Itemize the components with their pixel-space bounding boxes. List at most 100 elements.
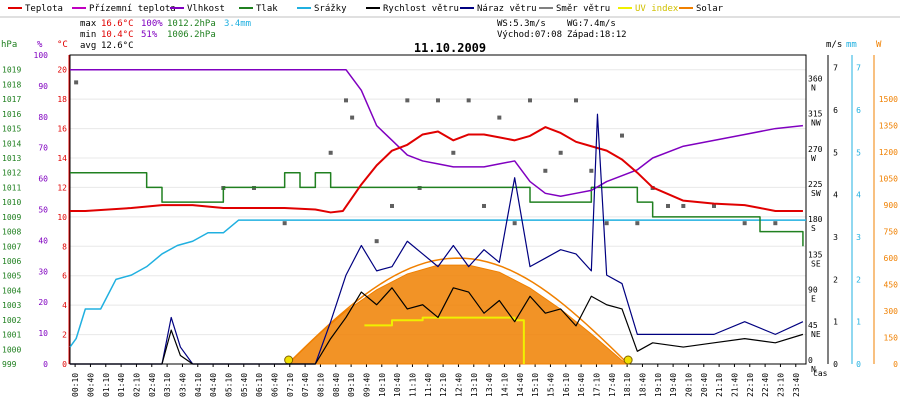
w-tick-label: 450 [884,281,899,290]
celsius-tick-label: 0 [62,360,67,369]
time-tick-label: 12:10 [439,373,448,397]
time-tick-label: 02:40 [148,373,157,397]
stat-avg-label: avg [80,41,96,51]
solar-theoretical-curve [287,257,626,365]
wind-direction-point [681,203,686,208]
time-tick-label: 18:40 [638,373,647,397]
time-tick-label: 08:10 [316,373,325,397]
series-teplota [70,126,803,214]
pct-tick-label: 60 [38,175,48,184]
time-tick-label: 22:40 [761,373,770,397]
hpa-tick-label: 1017 [2,95,21,104]
time-tick-label: 10:40 [393,373,402,397]
series-solar [286,264,631,365]
legend: Teplota Přízemní teplota Vlhkost Tlak Srážky… [0,4,900,18]
direction-tick-label: 90 [808,286,818,295]
direction-name-label: N [811,365,816,374]
wind-direction-point [451,150,456,155]
hpa-tick-label: 1015 [2,125,21,134]
time-tick-label: 03:10 [163,373,172,397]
ms-tick-label: 3 [833,233,838,242]
legend-label: UV index [635,4,679,14]
mm-tick-label: 0 [856,360,861,369]
time-tick-label: 20:40 [700,373,709,397]
celsius-tick-label: 4 [62,301,67,310]
hpa-tick-label: 1011 [2,183,21,192]
stat-max-label: max [80,19,97,29]
hpa-tick-label: 1010 [2,198,21,207]
wind-direction-point [344,98,348,103]
wind-direction-point [574,98,578,103]
wind-direction-point [405,98,410,103]
stat-max-pressure: 1012.2hPa [167,19,216,29]
sun-marker-východ [284,355,294,365]
direction-name-label: SW [811,189,821,198]
wind-direction-point [350,115,355,120]
pct-tick-label: 70 [38,144,48,153]
celsius-tick-label: 6 [62,272,67,281]
hpa-tick-label: 999 [2,360,17,369]
series-vlhkost [70,68,804,198]
pct-unit: % [37,40,43,50]
wind-direction-point [497,115,502,120]
time-tick-label: 01:10 [102,373,111,397]
ms-tick-label: 6 [833,106,838,115]
pct-tick-label: 80 [38,113,48,122]
time-tick-label: 04:40 [209,373,218,397]
pct-tick-label: 20 [38,298,48,307]
hpa-tick-label: 1013 [2,154,21,163]
w-tick-label: 150 [884,334,899,343]
time-tick-label: 09:10 [347,373,356,397]
wind-direction-point [620,133,624,138]
wind-direction-point [374,239,379,244]
time-tick-label: 07:40 [301,373,310,397]
celsius-unit: °C [57,40,68,50]
time-tick-label: 13:10 [470,373,479,397]
ms-tick-label: 1 [833,318,838,327]
pct-tick-label: 10 [38,329,48,338]
ms-tick-label: 2 [833,275,838,284]
pct-tick-label: 30 [38,267,48,276]
w-unit: W [876,40,882,50]
time-tick-label: 15:40 [546,373,555,397]
time-tick-label: 02:10 [132,373,141,397]
wind-direction-point [282,221,287,226]
stat-min-label: min [80,30,96,40]
direction-tick-label: 135 [808,250,823,259]
hpa-tick-label: 1002 [2,316,21,325]
celsius-tick-label: 8 [62,242,67,251]
wind-direction-point [712,203,716,208]
series-uv-index [364,316,525,364]
hpa-tick-label: 1019 [2,66,21,75]
time-tick-label: 05:40 [240,373,249,397]
time-tick-label: 04:10 [194,373,203,397]
time-tick-label: 06:40 [270,373,279,397]
ms-unit: m/s [826,40,842,50]
direction-name-label: SE [811,259,821,268]
legend-label: Srážky [314,4,347,14]
direction-name-label: S [811,224,816,233]
w-tick-label: 1200 [879,148,898,157]
wind-direction-point [773,221,778,226]
legend-label: Vlhkost [187,4,225,14]
stat-max-temp: 16.6°C [101,19,134,29]
w-tick-label: 750 [884,228,899,237]
stat-min-temp: 10.4°C [101,30,134,40]
hpa-unit: hPa [1,40,17,50]
hpa-tick-label: 1008 [2,228,21,237]
direction-tick-label: 360 [808,74,823,83]
direction-name-label: NW [811,119,821,128]
wind-direction-point [390,203,394,208]
celsius-tick-label: 2 [62,331,67,340]
time-tick-label: 21:10 [715,373,724,397]
w-tick-label: 1500 [879,95,898,104]
time-tick-label: 11:40 [424,373,433,397]
stat-max-humidity: 100% [141,19,163,29]
legend-label: Tlak [256,4,278,14]
time-axis-label: čas [813,368,828,378]
time-tick-label: 16:40 [577,373,586,397]
ms-tick-label: 0 [833,360,838,369]
wind-direction-point [74,80,79,85]
w-tick-label: 300 [884,307,899,316]
